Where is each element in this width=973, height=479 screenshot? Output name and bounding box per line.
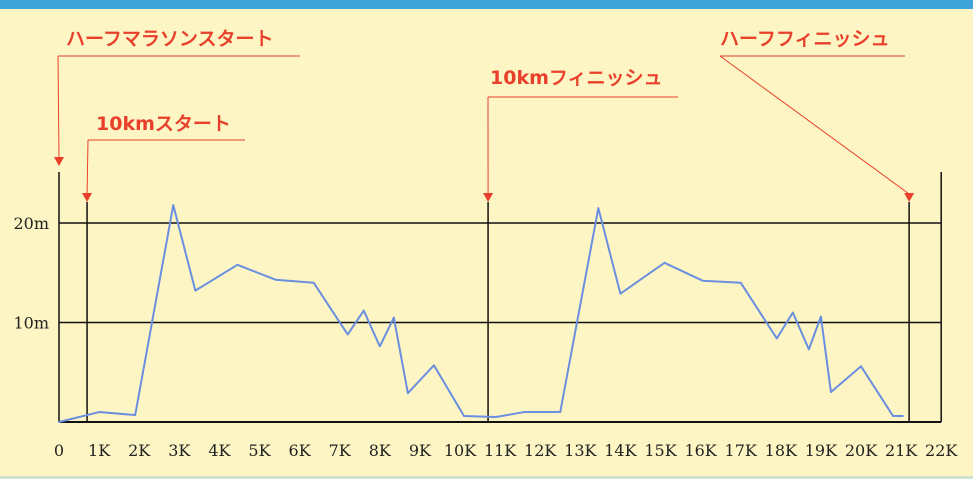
- data-point: [739, 281, 742, 284]
- data-point: [379, 345, 381, 348]
- data-point: [820, 315, 822, 318]
- event-marker-3: ハーフフィニッシュ: [719, 28, 915, 422]
- data-point: [619, 292, 622, 295]
- elevation-line: [58, 204, 904, 423]
- x-tick-label: 3K: [168, 441, 191, 460]
- x-tick-label: 19K: [805, 441, 838, 460]
- x-tick-label: 5K: [248, 441, 271, 460]
- y-tick-label: 10m: [13, 314, 49, 333]
- x-tick-label: 16K: [684, 441, 717, 460]
- data-point: [523, 411, 525, 413]
- data-point: [98, 411, 100, 413]
- x-tick-label: 22K: [925, 441, 958, 460]
- data-point: [312, 281, 315, 284]
- data-point: [663, 262, 666, 264]
- x-tick-label: 2K: [128, 441, 151, 460]
- event-pointer: [719, 55, 910, 195]
- event-arrowhead: [904, 193, 915, 202]
- data-point: [463, 415, 465, 417]
- data-point: [808, 348, 810, 351]
- top-bar: [0, 0, 973, 9]
- x-tick-label: 10K: [444, 441, 477, 460]
- x-tick-label: 4K: [208, 441, 231, 460]
- data-point: [559, 411, 562, 413]
- x-tick-label: 0: [54, 441, 64, 460]
- data-point: [701, 279, 704, 282]
- data-point: [393, 316, 395, 319]
- data-point: [775, 337, 778, 340]
- data-point: [792, 311, 794, 314]
- data-point: [362, 309, 365, 312]
- event-arrowhead: [54, 157, 64, 166]
- x-tick-label: 7K: [329, 441, 352, 460]
- x-tick-label: 21K: [885, 441, 918, 460]
- data-point: [58, 421, 60, 423]
- data-point: [495, 416, 497, 418]
- data-point: [172, 204, 175, 206]
- y-tick-label: 20m: [13, 214, 49, 233]
- data-point: [597, 207, 600, 209]
- x-tick-label: 13K: [564, 441, 597, 460]
- data-point: [194, 289, 197, 292]
- data-point: [274, 278, 277, 281]
- event-label: 10kmフィニッシュ: [490, 67, 663, 89]
- event-label: 10kmスタート: [96, 113, 231, 135]
- event-label: ハーフフィニッシュ: [720, 28, 889, 50]
- event-marker-1: 10kmスタート: [82, 113, 245, 422]
- data-point: [346, 333, 349, 336]
- data-point: [830, 391, 832, 393]
- data-point: [433, 364, 435, 367]
- data-point: [892, 415, 894, 417]
- x-tick-label: 6K: [289, 441, 312, 460]
- x-tick-label: 1K: [88, 441, 111, 460]
- bottom-bar: [0, 476, 973, 479]
- x-tick-label: 12K: [524, 441, 557, 460]
- x-tick-label: 17K: [725, 441, 758, 460]
- data-point: [407, 392, 409, 394]
- event-arrowhead: [82, 193, 93, 202]
- data-point: [134, 414, 136, 416]
- x-tick-label: 9K: [409, 441, 432, 460]
- x-tick-label: 8K: [369, 441, 392, 460]
- event-pointer: [86, 139, 89, 195]
- x-tick-label: 14K: [604, 441, 637, 460]
- event-arrowhead: [483, 193, 494, 202]
- x-tick-label: 11K: [484, 441, 517, 460]
- x-tick-label: 18K: [765, 441, 798, 460]
- event-pointer: [57, 55, 60, 159]
- data-point: [902, 415, 904, 417]
- event-marker-0: ハーフマラソンスタート: [54, 28, 300, 166]
- x-tick-label: 15K: [644, 441, 677, 460]
- event-label: ハーフマラソンスタート: [66, 28, 273, 50]
- data-point: [236, 263, 239, 266]
- data-point: [860, 365, 862, 368]
- x-tick-label: 20K: [845, 441, 878, 460]
- event-marker-2: 10kmフィニッシュ: [483, 67, 678, 422]
